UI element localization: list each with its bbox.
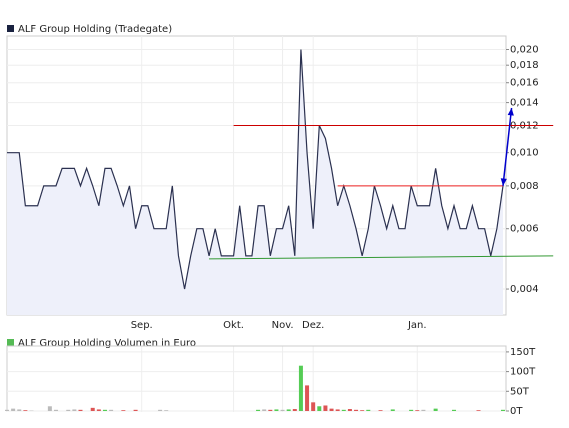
volume-bar [268, 409, 273, 411]
x-tick-label: Sep. [131, 320, 153, 331]
volume-bar [329, 408, 334, 411]
y-tick-label: 0,014 [510, 98, 539, 109]
volume-bar [335, 409, 340, 411]
volume-bar [366, 409, 371, 411]
volume-bar [305, 385, 310, 411]
volume-bar [286, 409, 291, 411]
volume-bar [17, 409, 22, 411]
x-tick-label: Jan. [407, 320, 427, 331]
plot-frame [6, 345, 507, 412]
volume-bar [311, 402, 316, 411]
volume-bar [274, 409, 279, 411]
volume-bar [96, 409, 101, 411]
x-tick-label: Nov. [272, 320, 294, 331]
volume-bar [90, 407, 95, 411]
x-tick-label: Okt. [223, 320, 244, 331]
volume-bar [360, 410, 365, 411]
volume-bar [11, 408, 16, 411]
volume-bar [262, 409, 267, 411]
y-tick-label: 0,006 [510, 224, 539, 235]
price-line [7, 49, 504, 290]
volume-bar [409, 409, 414, 411]
y-tick-label: 50T [510, 386, 530, 397]
arrow-head [507, 108, 514, 116]
chart-title: ALF Group Holding (Tradegate) [18, 24, 172, 35]
volume-bar [452, 409, 457, 411]
volume-bar [133, 409, 138, 411]
area [7, 49, 503, 316]
volume-bar [78, 409, 83, 411]
volume-bar [5, 409, 9, 411]
chart-title: ALF Group Holding Volumen in Euro [18, 338, 196, 349]
volume-bar [158, 409, 163, 411]
volume-bar [292, 409, 297, 411]
x-tick-label: Dez. [302, 320, 324, 331]
y-tick-label: 0,004 [510, 284, 539, 295]
volume-bar [378, 410, 383, 411]
volume-bar [415, 410, 420, 411]
volume-bar [164, 410, 169, 411]
volume-bar [72, 409, 77, 411]
volume-bar [109, 409, 114, 411]
trend-line [502, 107, 513, 186]
volume-bar [121, 410, 126, 411]
legend-swatch [7, 25, 14, 32]
volume-bar [390, 409, 395, 411]
volume-bar [476, 410, 481, 411]
y-tick-label: 0T [510, 406, 523, 417]
y-tick-label: 0,010 [510, 148, 539, 159]
volume-bar [47, 406, 52, 411]
y-tick-label: 0,008 [510, 181, 539, 192]
volume-bar [501, 409, 505, 411]
volume-bar [354, 409, 359, 411]
trend-line [209, 255, 554, 260]
volume-bar [102, 409, 107, 411]
arrow-head [500, 178, 507, 186]
y-tick-label: 0,020 [510, 45, 539, 56]
volume-bar [323, 405, 328, 411]
volume-bar [53, 409, 58, 411]
volume-bar [341, 409, 346, 411]
volume-bar [317, 406, 322, 411]
y-tick-label: 0,012 [510, 121, 539, 132]
volume-bar [66, 409, 71, 411]
volume-bar [23, 410, 28, 411]
volume-bar [280, 409, 285, 411]
y-tick-label: 0,016 [510, 78, 539, 89]
legend-swatch [7, 339, 14, 346]
volume-bar [421, 409, 426, 411]
volume-bar [298, 365, 303, 411]
volume-bar [347, 409, 352, 411]
volume-bar [256, 409, 261, 411]
y-tick-label: 0,018 [510, 60, 539, 71]
y-tick-label: 100T [510, 367, 536, 378]
y-tick-label: 150T [510, 347, 536, 358]
volume-bar [433, 408, 438, 411]
